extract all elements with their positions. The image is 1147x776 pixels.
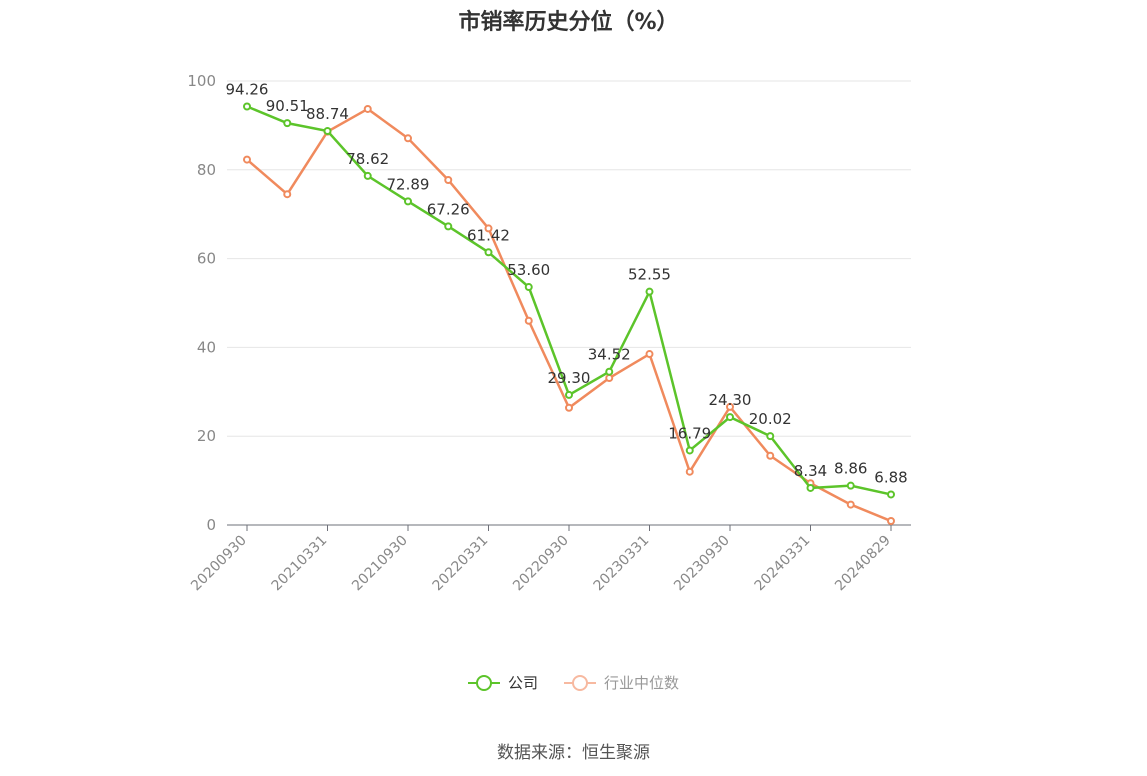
legend-industry-label: 行业中位数 <box>604 674 680 692</box>
data-point <box>444 222 453 231</box>
x-tick-label: 20220930 <box>510 533 572 595</box>
legend-item-industry-median[interactable]: 行业中位数 <box>564 672 679 693</box>
series-lines <box>243 102 895 526</box>
y-tick-label: 80 <box>197 161 216 179</box>
chart-title: 市销率历史分位（%） <box>458 10 679 35</box>
data-label: 88.74 <box>306 105 349 123</box>
data-point <box>484 224 493 233</box>
data-label: 72.89 <box>387 175 430 193</box>
data-point <box>806 483 815 492</box>
x-tick-label: 20240829 <box>832 533 894 595</box>
y-tick-label: 20 <box>197 427 216 445</box>
data-point <box>846 481 855 490</box>
data-point <box>524 316 533 325</box>
data-point <box>444 176 453 185</box>
data-point <box>565 403 573 412</box>
y-axis-ticks: 0 20 40 60 80 100 <box>187 72 216 534</box>
data-point <box>887 517 895 526</box>
y-tick-label: 0 <box>206 516 216 534</box>
y-tick-label: 40 <box>197 338 216 356</box>
data-point <box>726 413 734 422</box>
data-label: 61.42 <box>467 226 510 244</box>
legend-industry-marker-icon <box>564 674 596 691</box>
x-tick-label: 20230331 <box>591 533 653 595</box>
data-point <box>605 374 614 383</box>
data-point <box>404 134 412 143</box>
data-label: 29.30 <box>548 369 591 387</box>
legend: 公司 行业中位数 <box>0 672 1147 693</box>
data-point <box>766 432 775 441</box>
data-point <box>846 500 855 509</box>
data-point <box>766 451 775 460</box>
data-point <box>283 119 292 128</box>
data-point <box>605 367 614 376</box>
data-label: 52.55 <box>628 266 671 284</box>
data-point <box>645 287 654 296</box>
data-point <box>524 283 533 292</box>
data-label: 78.62 <box>346 150 389 168</box>
y-tick-label: 100 <box>187 72 216 90</box>
x-tick-label: 20210930 <box>349 533 411 595</box>
data-point <box>685 446 694 455</box>
legend-company-label: 公司 <box>507 674 538 692</box>
legend-item-company[interactable]: 公司 <box>467 672 538 693</box>
data-point <box>685 467 694 476</box>
data-label: 90.51 <box>266 97 309 115</box>
data-point <box>726 402 734 411</box>
data-label: 8.34 <box>794 462 827 480</box>
grid-lines <box>227 80 911 437</box>
data-point <box>404 197 412 206</box>
series-line <box>246 107 892 523</box>
data-point <box>484 248 493 257</box>
data-point <box>887 490 895 499</box>
data-label: 34.52 <box>588 346 631 364</box>
x-tick-label: 20240331 <box>752 533 814 595</box>
x-tick-label: 20230930 <box>671 533 733 595</box>
x-tick-label: 20220331 <box>430 533 492 595</box>
data-label: 67.26 <box>427 200 470 218</box>
data-point <box>363 104 372 113</box>
data-point <box>363 171 372 180</box>
x-tick-label: 20200930 <box>188 533 250 595</box>
data-label: 24.30 <box>709 391 752 409</box>
data-point <box>283 190 292 199</box>
data-source-note: 数据来源：恒生聚源 <box>497 743 650 763</box>
data-label: 6.88 <box>874 468 907 486</box>
x-tick-label: 20210331 <box>269 533 331 595</box>
x-axis: 20200930 20210331 20210930 20220331 20220930… <box>188 524 911 595</box>
data-point <box>323 126 332 135</box>
data-point <box>243 102 251 111</box>
data-point <box>645 350 654 359</box>
data-label: 94.26 <box>226 80 269 98</box>
y-tick-label: 60 <box>197 250 216 268</box>
data-label: 8.86 <box>834 460 867 478</box>
data-point <box>243 155 251 164</box>
data-label: 53.60 <box>507 261 550 279</box>
data-label: 16.79 <box>668 424 711 442</box>
data-point <box>565 390 573 399</box>
legend-company-marker-icon <box>467 674 500 691</box>
data-label: 20.02 <box>749 410 792 428</box>
